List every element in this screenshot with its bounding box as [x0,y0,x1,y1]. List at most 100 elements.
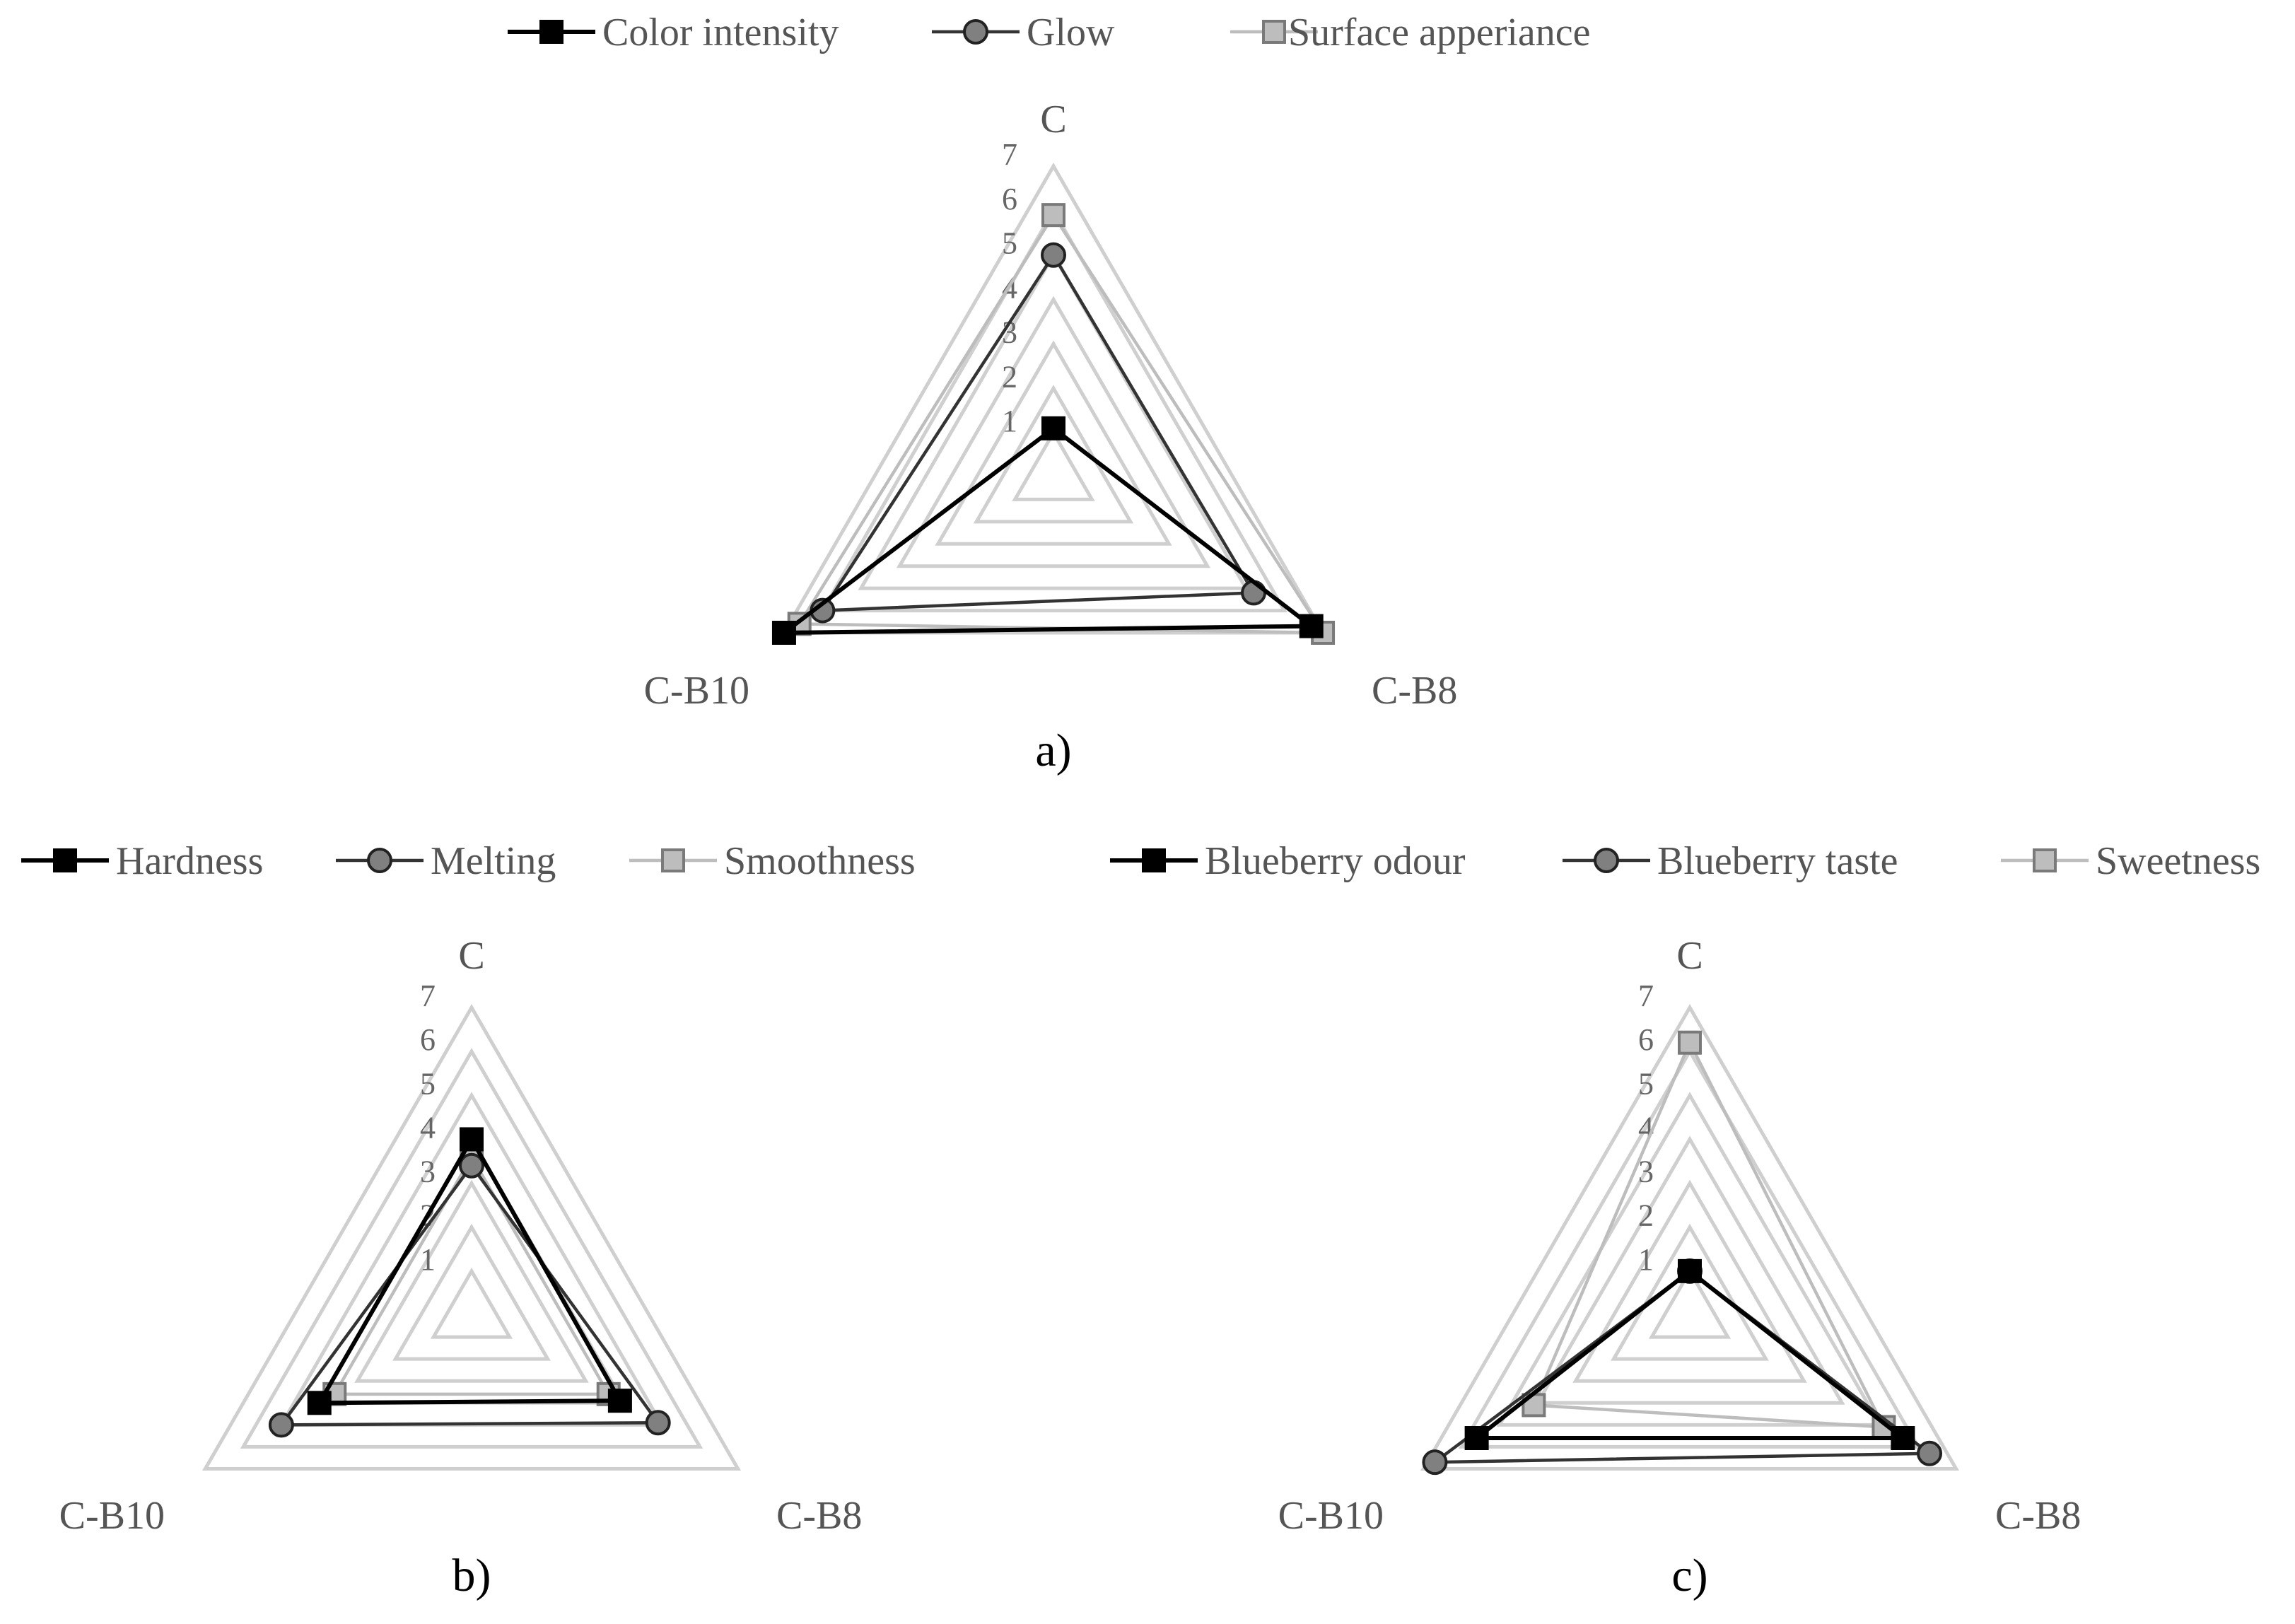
legend-item-sweetness: Sweetness [2001,839,2260,883]
legend-label: Color intensity [602,11,839,54]
grid-ring-7 [202,1004,742,1471]
category-label-c: C [1676,934,1703,978]
panel-label: a) [1035,725,1071,776]
category-label-c-b10: C-B10 [644,669,749,713]
series-hardness [307,1127,632,1415]
legend-marker [53,848,77,872]
legend-item-color-intensity: Color intensity [508,11,839,54]
data-point-c [1041,242,1066,268]
category-label-c-b8: C-B8 [1995,1494,2081,1538]
tick-label: 6 [1002,182,1017,216]
series-line [777,426,1318,636]
data-point-c [1041,416,1065,440]
panel-label: b) [452,1550,491,1601]
series-line [1531,1039,1887,1429]
radar-grid [1420,1003,1960,1471]
data-point-c [460,1127,484,1152]
tick-label: 5 [1638,1066,1654,1101]
tick-label: 3 [1002,315,1017,349]
category-label-c: C [458,934,484,978]
grid-ring-1 [1012,429,1095,501]
legend-item-hardness: Hardness [21,839,263,883]
legend-item-blueberry-taste: Blueberry taste [1563,839,1898,883]
tick-label: 6 [420,1022,436,1057]
data-point-c-b8 [1917,1440,1943,1466]
category-label-c-b10: C-B10 [1278,1494,1384,1538]
legend-marker [963,19,988,45]
tick-label: 7 [1002,137,1017,172]
category-label-c: C [1040,98,1066,141]
series-melting [268,1152,671,1438]
grid-ring-2 [973,385,1134,524]
grid-ring-4 [1534,1135,1845,1405]
grid-ring-3 [1572,1179,1807,1383]
series-line [278,1162,662,1427]
data-point-c-b8 [645,1410,671,1436]
legend-marker [1142,848,1166,872]
legend-marker [2033,848,2057,872]
panel-label: c) [1671,1550,1707,1601]
series-line [819,252,1256,612]
category-label-c-b8: C-B8 [776,1494,862,1538]
legend-label: Hardness [116,839,263,883]
series-blueberry-odour [1464,1258,1915,1450]
grid-ring-6 [1458,1048,1922,1449]
tick-label: 5 [420,1066,436,1101]
grid-ring-1 [1648,1267,1732,1339]
tick-label: 4 [1638,1110,1654,1145]
category-label-c-b8: C-B8 [1372,669,1457,713]
legend-marker [661,848,685,872]
data-point-c-b10 [307,1391,332,1415]
data-point-c-b10 [771,621,796,645]
data-point-c [459,1152,484,1179]
grid-ring-6 [240,1048,703,1449]
legend-label: Blueberry odour [1205,839,1466,883]
data-point-c-b10 [1422,1449,1448,1476]
radar-chart-c: 1 2 3 4 5 6 7C C-B8 C-B10 Blueberry odour Blueberr… [1110,839,2260,1601]
tick-label: 1 [1002,404,1017,438]
series-line [315,1135,624,1406]
grid-ring-7 [1420,1003,1960,1471]
tick-label: 6 [1638,1022,1654,1057]
legend-item-blueberry-odour: Blueberry odour [1110,839,1466,883]
legend-marker [367,848,392,873]
series-glow [810,242,1267,624]
legend-item-smoothness: Smoothness [629,839,916,883]
series-line [1470,1268,1910,1440]
grid-ring-3 [935,340,1172,546]
legend-marker [539,20,563,44]
legend-marker [1594,848,1619,873]
radar-grid [202,1004,742,1471]
data-point-c [1678,1258,1702,1283]
data-point-c [1678,1030,1702,1055]
grid-ring-2 [1611,1223,1769,1361]
legend-item-melting: Melting [336,839,556,883]
legend: Hardness Melting Smoothness [21,839,916,883]
tick-label: 3 [420,1155,436,1189]
data-point-c-b10 [268,1412,294,1438]
legend-label: Blueberry taste [1657,839,1898,883]
grid-ring-6 [819,206,1287,613]
tick-label: 1 [1638,1242,1654,1277]
grid-ring-2 [392,1223,551,1361]
tick-label: 2 [1638,1198,1654,1233]
series-line [1430,1269,1934,1464]
legend: Color intensity Glow Surface apperiance [508,11,1591,54]
grid-ring-1 [430,1267,513,1339]
grid-ring-3 [354,1179,589,1383]
data-point-c-b8 [607,1389,632,1413]
category-label-c-b10: C-B10 [59,1494,165,1538]
data-point-c-b10 [1464,1426,1489,1450]
grid-ring-7 [781,162,1326,635]
legend-label: Surface apperiance [1288,11,1591,54]
legend-item-surface-apperiance: Surface apperiance [1230,11,1591,54]
data-point-c-b8 [1241,580,1267,606]
data-point-c-b10 [1522,1393,1546,1418]
data-point-c-b8 [1299,614,1324,638]
radar-grid [781,162,1326,635]
legend-item-glow: Glow [932,11,1115,54]
tick-label: 3 [1638,1155,1654,1189]
grid-ring-5 [858,251,1249,590]
tick-label: 7 [1638,979,1654,1013]
